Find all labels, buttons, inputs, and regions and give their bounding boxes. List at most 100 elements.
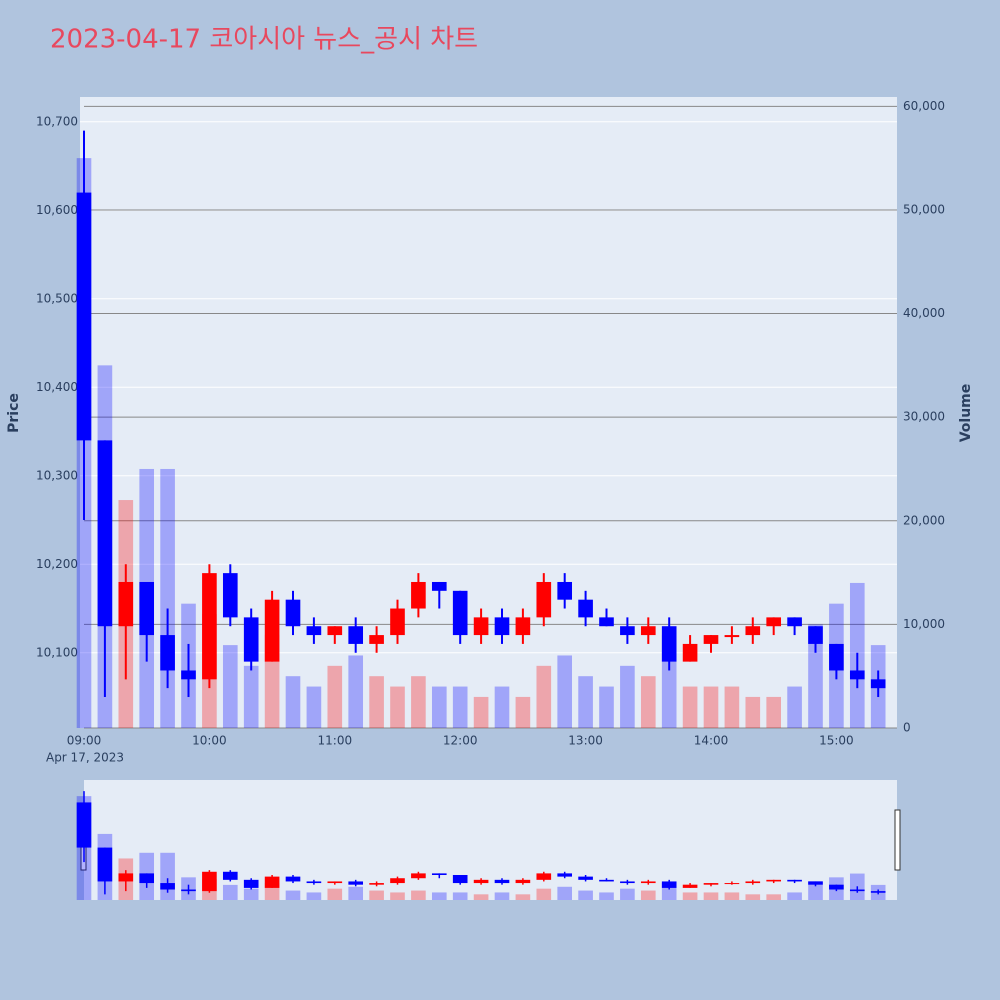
y2-tick-label: 0 [903,721,911,735]
candle-body [327,626,343,636]
volume-bar [557,655,573,728]
volume-bar [682,686,698,728]
y-tick-label: 10,500 [36,291,78,305]
slider-volume-bar [222,884,238,900]
y-tick-label: 10,300 [36,468,78,482]
candle-body [243,617,259,662]
volume-bar [222,645,238,728]
slider-candle-body [452,875,468,884]
candle-body [808,626,823,644]
candle-body [285,599,301,627]
slider-volume-bar [620,888,635,900]
x-tick-label: 12:00 [443,734,478,748]
slider-candle-body [557,873,573,877]
volume-bar [452,686,468,728]
candle-body [97,440,113,627]
x-tick-label: 14:00 [694,734,729,748]
slider-candle-body [494,879,510,884]
slider-volume-bar [808,881,823,900]
y2-tick-label: 40,000 [903,306,945,320]
y2-axis-title: Volume [958,384,974,443]
slider-candle-body [808,881,823,885]
range-slider[interactable] [84,780,897,900]
slider-candle-body [640,881,656,884]
slider-volume-bar [348,886,364,900]
chart-title: 2023-04-17 코아시아 뉴스_공시 차트 [50,25,478,55]
candle-body [620,626,635,636]
slider-volume-bar [745,894,761,900]
slider-volume-bar [160,852,175,900]
y-tick-label: 10,100 [36,645,78,659]
y2-tick-label: 60,000 [903,99,945,113]
slider-candle-body [139,873,155,884]
slider-volume-bar [787,892,802,900]
candle-body [264,599,280,662]
candle-body [682,643,698,662]
candle-body [222,573,238,618]
candle-body [181,670,196,680]
slider-candle-body [431,873,447,875]
candle-body [578,599,593,618]
slider-volume-bar [724,892,740,900]
candle-body [703,635,719,644]
slider-volume-bar [431,892,447,900]
volume-bar [390,686,405,728]
slider-candle-body [599,879,614,882]
slider-candle-body [515,879,531,884]
candle-body [390,608,405,636]
slider-candle-body [97,847,113,882]
volume-bar [703,686,719,728]
x-tick-label: 13:00 [568,734,603,748]
slider-candle-body [849,889,865,892]
slider-volume-bar [494,892,510,900]
candle-body [411,581,426,609]
slider-volume-bar [578,890,593,900]
y2-tick-label: 30,000 [903,410,945,424]
candle-body [76,192,92,441]
slider-candle-body [661,881,677,888]
slider-candle-body [118,873,134,882]
candle-body [766,617,782,627]
volume-bar [306,686,322,728]
slider-volume-bar [766,894,782,900]
slider-volume-bar [327,888,343,900]
y-tick-label: 10,700 [36,114,78,128]
slider-volume-bar [411,890,426,900]
volume-bar [348,655,364,728]
x-tick-label: 10:00 [192,734,227,748]
candle-body [160,635,175,671]
volume-bar [620,665,635,728]
slider-volume-bar [640,890,656,900]
volume-bar [745,696,761,728]
slider-candle-body [390,878,405,884]
slider-candle-body [829,884,844,890]
candle-body [348,626,364,644]
y2-tick-label: 50,000 [903,202,945,216]
volume-bar [285,676,301,728]
candle-body [599,617,614,627]
slider-candle-body [620,881,635,884]
slider-volume-bar [285,890,301,900]
volume-bar [515,696,531,728]
slider-volume-bar [515,894,531,900]
y-tick-label: 10,600 [36,203,78,217]
x-tick-label: 09:00 [67,734,102,748]
y2-tick-label: 20,000 [903,513,945,527]
candle-body [473,617,489,636]
volume-bar [766,696,782,728]
candle-body [557,581,573,600]
slider-volume-bar [536,888,552,900]
candle-body [640,626,656,636]
y-tick-label: 10,200 [36,557,78,571]
slider-candle-body [703,883,719,885]
slider-candle-body [870,891,886,893]
slider-candle-body [222,871,238,880]
slider-volume-bar [390,892,405,900]
slider-candle-body [724,883,740,885]
slider-handle[interactable] [894,809,901,871]
slider-candle-body [306,881,322,884]
slider-candle-body [473,879,489,884]
candle-body [745,626,761,636]
volume-bar [431,686,447,728]
y-axis-title: Price [6,393,22,433]
